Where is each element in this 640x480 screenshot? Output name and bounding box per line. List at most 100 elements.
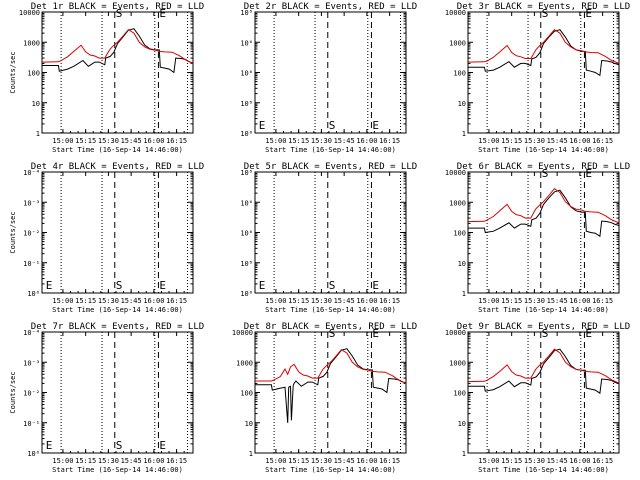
y-tick-label: 10 bbox=[458, 100, 466, 108]
marker-label-s: S bbox=[542, 327, 549, 340]
marker-label-e: E bbox=[372, 279, 379, 292]
y-tick-label: 100 bbox=[453, 390, 466, 398]
panel-title: Det 7r BLACK = Events, RED = LLD bbox=[31, 322, 204, 332]
marker-label-e: E bbox=[159, 279, 166, 292]
x-tick-label: 15:45 bbox=[121, 137, 142, 145]
x-tick-label: 16:15 bbox=[166, 457, 187, 465]
x-tick-label: 15:45 bbox=[547, 297, 568, 305]
y-tick-label: 100 bbox=[453, 230, 466, 238]
x-tick-label: 16:00 bbox=[356, 457, 377, 465]
plot-frame bbox=[41, 331, 194, 454]
x-tick-label: 15:45 bbox=[334, 457, 355, 465]
series-lld-line bbox=[41, 29, 194, 64]
y-tick-label: 10000 bbox=[445, 329, 466, 337]
x-tick-label: 15:00 bbox=[52, 457, 73, 465]
y-tick-label: 10⁻³ bbox=[23, 359, 40, 367]
plot-frame bbox=[467, 331, 620, 454]
x-tick-label: 16:15 bbox=[166, 137, 187, 145]
y-tick-label: 10000 bbox=[19, 9, 40, 17]
y-tick-label: 10⁻¹ bbox=[23, 260, 40, 268]
panel-title: Det 3r BLACK = Events, RED = LLD bbox=[457, 2, 630, 12]
x-tick-label: 15:15 bbox=[288, 457, 309, 465]
y-tick-label: 1 bbox=[249, 450, 253, 458]
panel-2r: Det 2r BLACK = Events, RED = LLD E S E 15:00… bbox=[240, 2, 417, 154]
marker-label-e: E bbox=[159, 7, 166, 20]
x-tick-label: 15:30 bbox=[98, 457, 119, 465]
y-tick-label: 100 bbox=[453, 70, 466, 78]
x-tick-label: 16:15 bbox=[379, 457, 400, 465]
plot-frame bbox=[467, 171, 620, 294]
marker-label-s: S bbox=[116, 279, 123, 292]
x-tick-label: 16:00 bbox=[143, 137, 164, 145]
x-tick-label: 15:45 bbox=[334, 137, 355, 145]
x-tick-label: 15:45 bbox=[547, 457, 568, 465]
panel-4r: Det 4r BLACK = Events, RED = LLD E S E 15:00… bbox=[9, 162, 204, 314]
marker-label-s: S bbox=[542, 7, 549, 20]
x-axis-title: Start Time (16-Sep-14 14:46:00) bbox=[478, 306, 609, 314]
x-tick-label: 16:00 bbox=[569, 297, 590, 305]
y-axis-title: Counts/sec bbox=[9, 371, 17, 413]
y-tick-label: 10⁻³ bbox=[23, 199, 40, 207]
y-tick-label: 10⁰ bbox=[27, 290, 40, 298]
y-tick-label: 10⁰ bbox=[240, 70, 253, 78]
y-tick-label: 10 bbox=[458, 260, 466, 268]
y-tick-label: 1 bbox=[462, 290, 466, 298]
y-tick-label: 1000 bbox=[449, 359, 466, 367]
x-axis-title: Start Time (16-Sep-14 14:46:00) bbox=[52, 306, 183, 314]
series-events-line bbox=[468, 348, 620, 395]
y-tick-label: 10000 bbox=[232, 329, 253, 337]
y-tick-label: 10⁻⁴ bbox=[23, 169, 40, 177]
series-events-line bbox=[468, 189, 620, 238]
x-tick-label: 16:15 bbox=[592, 297, 613, 305]
y-tick-label: 10⁰ bbox=[240, 230, 253, 238]
panel-title: Det 6r BLACK = Events, RED = LLD bbox=[457, 162, 630, 172]
y-tick-label: 1000 bbox=[236, 359, 253, 367]
series-events-line bbox=[255, 348, 407, 423]
y-axis-title: Counts/sec bbox=[9, 51, 17, 93]
x-axis-title: Start Time (16-Sep-14 14:46:00) bbox=[478, 466, 609, 474]
marker-label-e: E bbox=[372, 119, 379, 132]
marker-label-e: E bbox=[585, 167, 592, 180]
plot-frame bbox=[467, 11, 620, 134]
marker-label-e: E bbox=[159, 439, 166, 452]
x-tick-label: 15:45 bbox=[547, 137, 568, 145]
x-tick-label: 15:15 bbox=[501, 137, 522, 145]
y-tick-label: 10⁰ bbox=[27, 450, 40, 458]
y-tick-label: 10⁰ bbox=[240, 260, 253, 268]
x-axis-title: Start Time (16-Sep-14 14:46:00) bbox=[265, 466, 396, 474]
x-tick-label: 15:15 bbox=[75, 457, 96, 465]
y-tick-label: 10⁰ bbox=[240, 199, 253, 207]
series-lld-line bbox=[255, 349, 407, 384]
y-tick-label: 10⁻² bbox=[23, 230, 40, 238]
marker-label-e: E bbox=[585, 327, 592, 340]
x-tick-label: 15:30 bbox=[311, 457, 332, 465]
x-tick-label: 15:00 bbox=[52, 137, 73, 145]
panel-title: Det 8r BLACK = Events, RED = LLD bbox=[244, 322, 417, 332]
series-lld-line bbox=[467, 188, 620, 224]
x-tick-label: 15:15 bbox=[501, 457, 522, 465]
panel-title: Det 5r BLACK = Events, RED = LLD bbox=[244, 162, 417, 172]
y-tick-label: 10000 bbox=[445, 9, 466, 17]
y-tick-label: 100 bbox=[27, 70, 40, 78]
x-axis-title: Start Time (16-Sep-14 14:46:00) bbox=[52, 146, 183, 154]
marker-label-s: S bbox=[542, 167, 549, 180]
x-tick-label: 15:00 bbox=[478, 297, 499, 305]
x-tick-label: 16:15 bbox=[379, 137, 400, 145]
x-tick-label: 15:45 bbox=[121, 457, 142, 465]
x-tick-label: 15:15 bbox=[288, 137, 309, 145]
x-tick-label: 15:30 bbox=[311, 137, 332, 145]
marker-label-s: S bbox=[329, 279, 336, 292]
series-lld-line bbox=[467, 29, 620, 64]
marker-label-e: E bbox=[46, 279, 53, 292]
x-axis-title: Start Time (16-Sep-14 14:46:00) bbox=[265, 146, 396, 154]
marker-label-e: E bbox=[372, 327, 379, 340]
y-tick-label: 10000 bbox=[445, 169, 466, 177]
x-tick-label: 15:00 bbox=[52, 297, 73, 305]
panel-5r: Det 5r BLACK = Events, RED = LLD E S E 15:00… bbox=[240, 162, 417, 314]
marker-label-e: E bbox=[585, 7, 592, 20]
panel-title: Det 4r BLACK = Events, RED = LLD bbox=[31, 162, 204, 172]
